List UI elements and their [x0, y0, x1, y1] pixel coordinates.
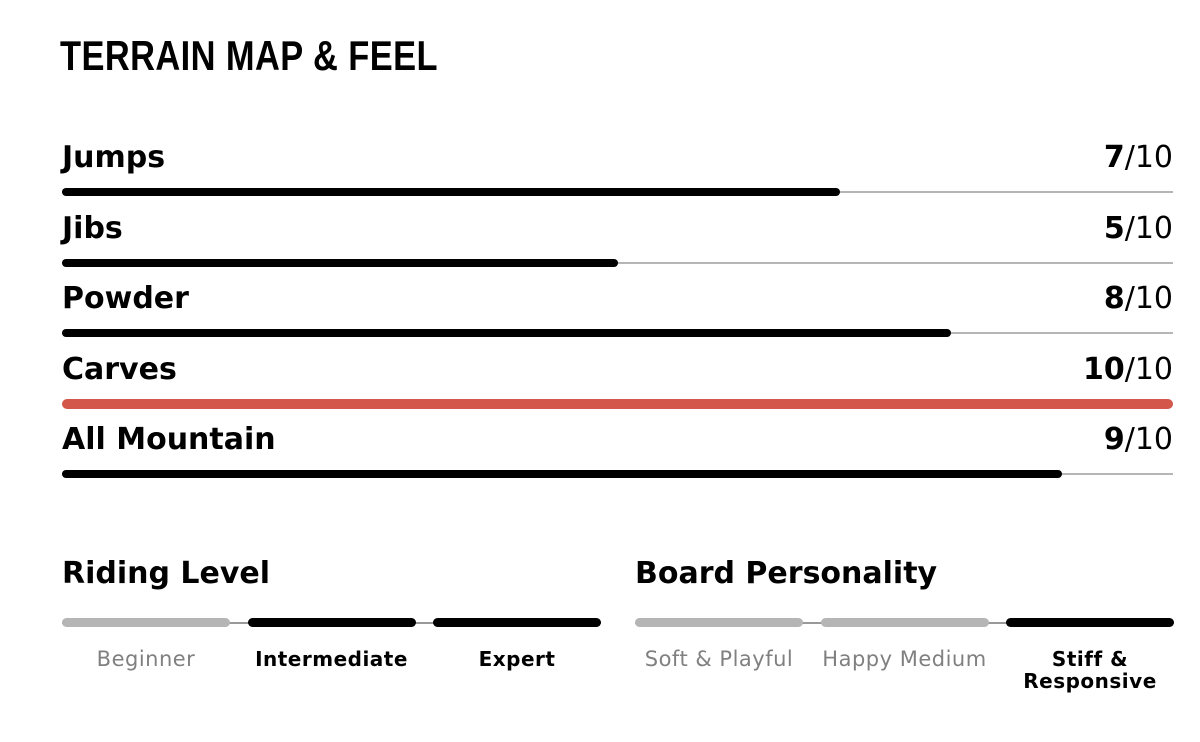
score-max: 10: [1134, 281, 1173, 316]
score-separator: /: [1124, 281, 1135, 316]
rating-score: 9/10: [1104, 422, 1173, 458]
option-label: Soft & Playful: [644, 647, 794, 671]
score-value: 9: [1103, 422, 1125, 457]
scale-segment: [62, 618, 230, 627]
option-label: Stiff & Responsive: [1023, 647, 1157, 693]
rating-score: 8/10: [1104, 281, 1173, 317]
bar-fill: [62, 188, 840, 196]
score-max: 10: [1134, 140, 1173, 175]
scale-title: Board Personality: [635, 556, 938, 591]
score-value: 8: [1103, 281, 1125, 316]
title: TERRAIN MAP & FEEL: [60, 32, 438, 79]
scale-segment: [247, 618, 416, 627]
score-value: 5: [1103, 210, 1125, 246]
rating-score: 5/10: [1104, 211, 1173, 247]
rating-label: All Mountain: [62, 422, 276, 457]
option-label: Intermediate: [255, 647, 408, 671]
scale-segment: [635, 618, 803, 627]
bar-fill: [62, 470, 1062, 478]
score-separator: /: [1124, 351, 1135, 387]
option-label: Happy Medium: [822, 647, 987, 671]
scale-segment: [1006, 618, 1174, 627]
scale-segment: [820, 618, 989, 627]
bar-track: [62, 261, 1173, 264]
rating-label: Jibs: [62, 210, 123, 246]
bar-fill: [62, 329, 951, 337]
option-label: Expert: [478, 647, 556, 671]
score-separator: /: [1124, 210, 1135, 246]
option-label: Beginner: [96, 647, 196, 671]
scale-segment: [433, 618, 601, 627]
bar-fill: [62, 258, 618, 267]
score-max: 10: [1134, 210, 1173, 246]
bar-fill: [62, 398, 1173, 409]
score-separator: /: [1124, 140, 1135, 175]
scale-title: Riding Level: [62, 556, 271, 591]
rating-score: 10/10: [1083, 352, 1173, 388]
rating-label: Jumps: [62, 140, 166, 175]
score-max: 10: [1134, 351, 1173, 387]
rating-label: Powder: [62, 281, 189, 316]
score-separator: /: [1124, 422, 1135, 457]
score-value: 7: [1103, 140, 1125, 175]
rating-score: 7/10: [1104, 140, 1173, 176]
rating-label: Carves: [62, 351, 177, 387]
score-max: 10: [1134, 422, 1173, 457]
score-value: 10: [1082, 351, 1125, 387]
